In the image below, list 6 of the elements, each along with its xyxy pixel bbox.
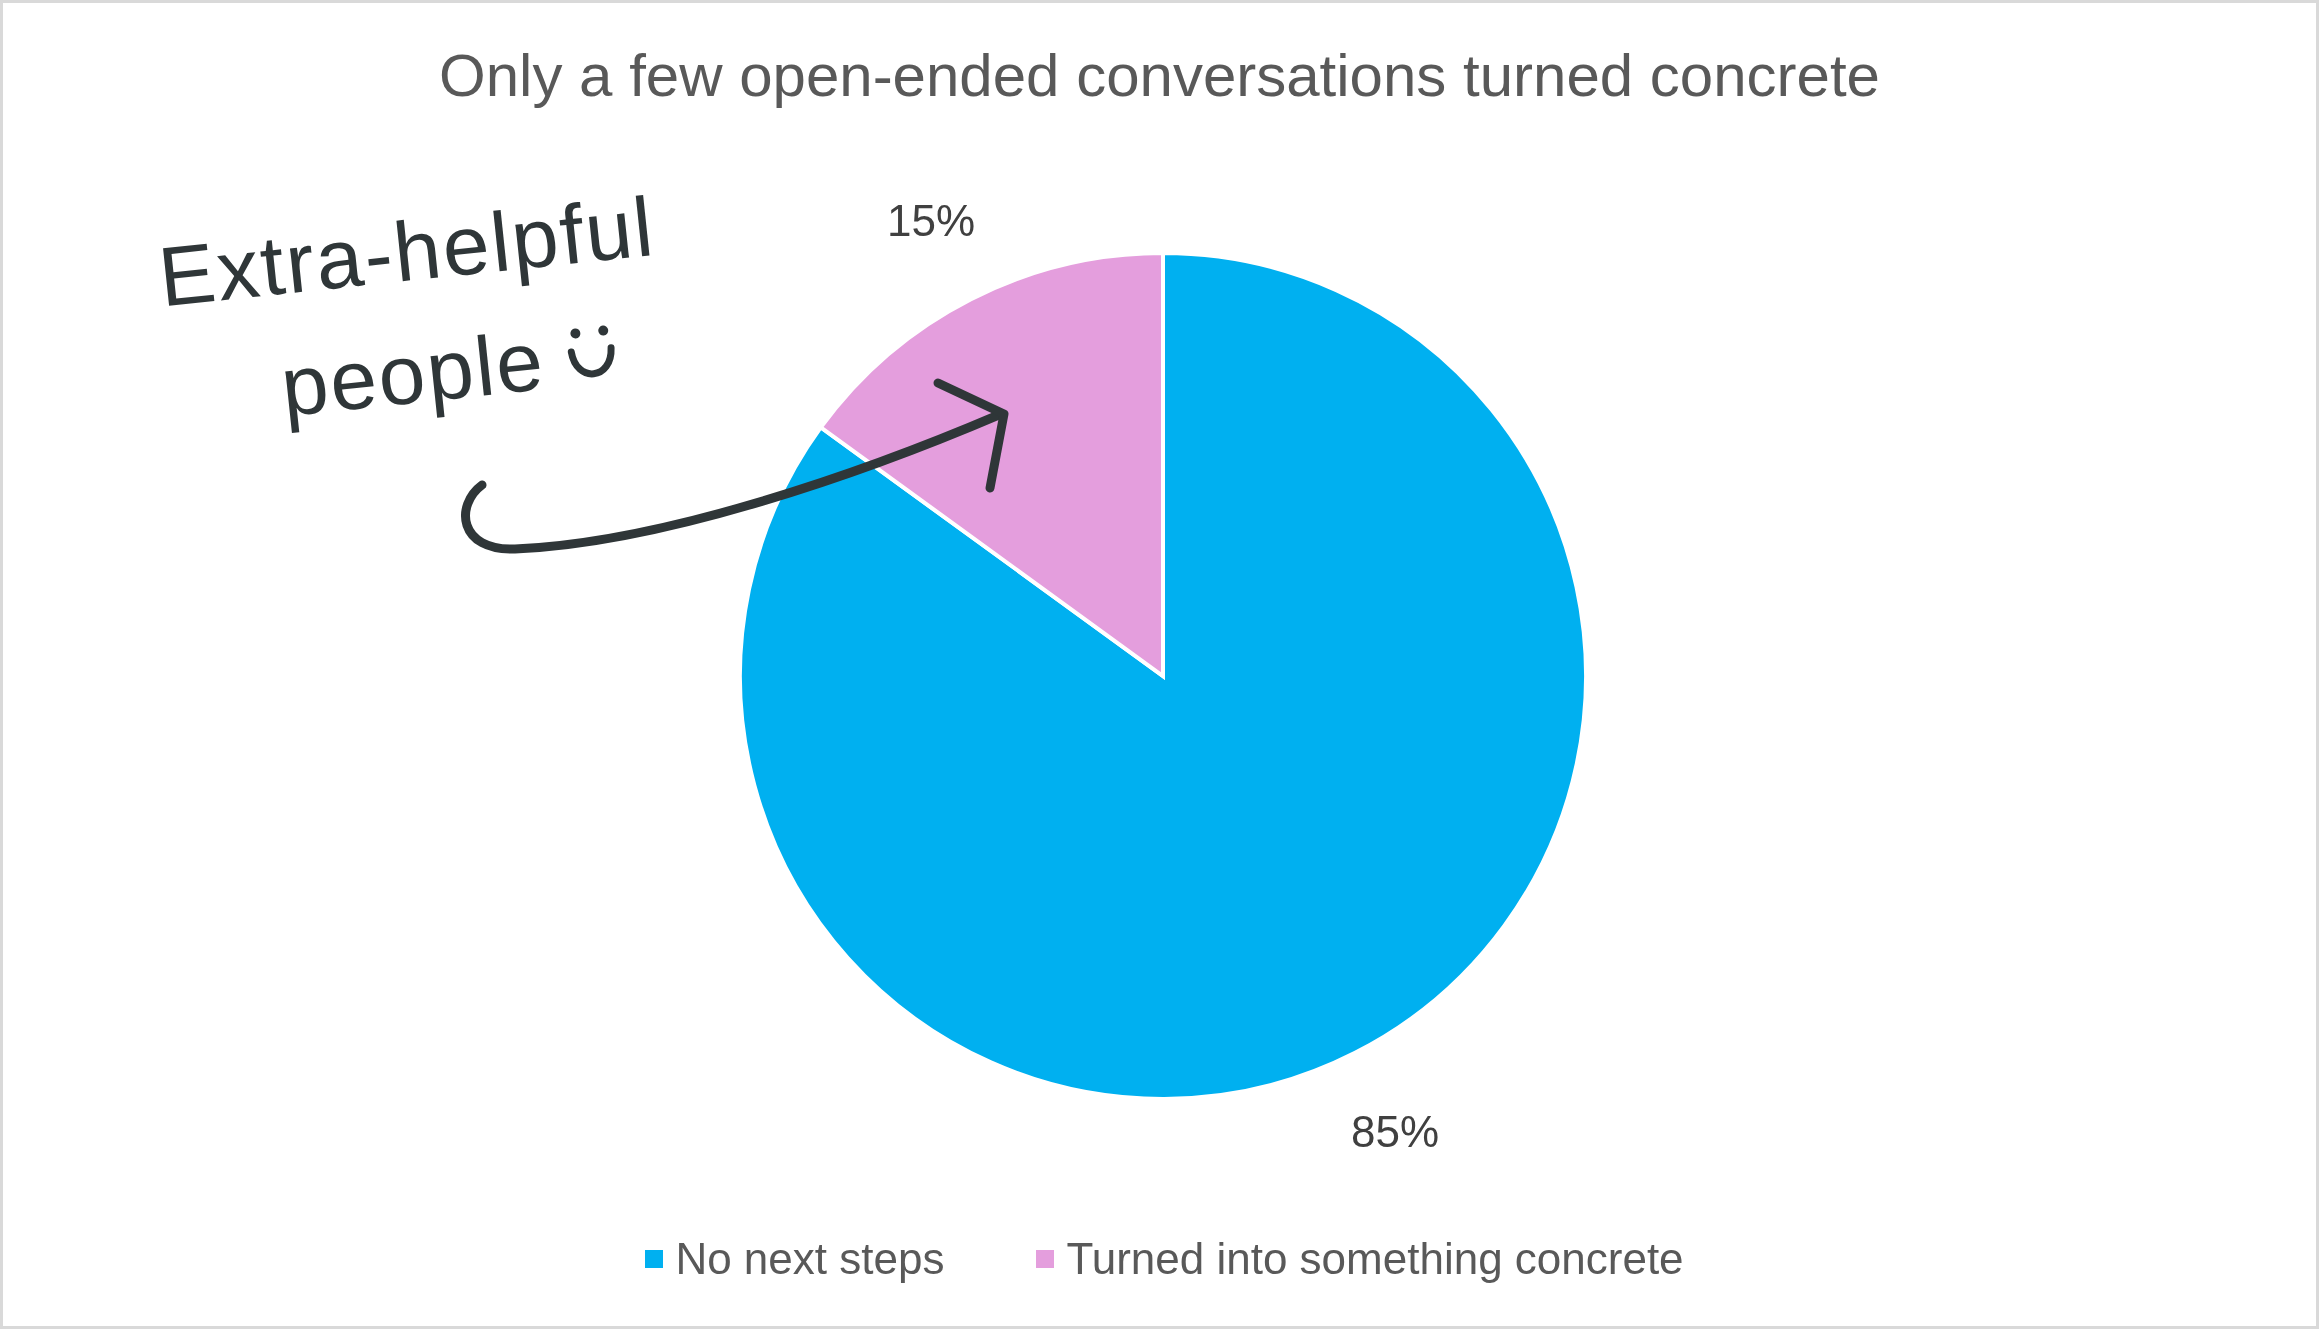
legend-label: No next steps [675, 1234, 945, 1284]
chart-title: Only a few open-ended conversations turned concrete [438, 41, 1881, 110]
legend-label: Turned into something concrete [1066, 1234, 1684, 1284]
text: Extra-helpful people [154, 178, 660, 435]
data-label: 85% [1350, 1106, 1440, 1156]
data-label: 15% [886, 196, 976, 246]
